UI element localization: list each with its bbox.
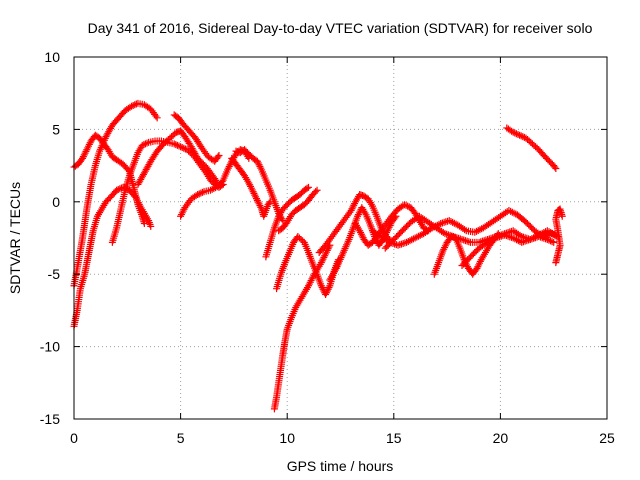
- y-axis-title: SDTVAR / TECUs: [7, 182, 23, 294]
- plus-marker: [140, 220, 148, 228]
- plus-marker: [550, 238, 558, 246]
- y-tick-label: -10: [40, 339, 60, 355]
- plus-marker: [550, 230, 558, 238]
- x-tick-label: 25: [599, 430, 615, 446]
- plus-marker: [552, 164, 560, 172]
- series-track-21: [503, 124, 560, 172]
- series-track-12: [273, 233, 342, 298]
- plus-marker: [138, 141, 146, 149]
- plus-marker: [490, 235, 498, 243]
- plus-marker: [331, 266, 339, 274]
- plus-marker: [548, 238, 556, 246]
- x-tick-label: 0: [70, 430, 78, 446]
- plus-marker: [131, 101, 139, 109]
- plus-marker: [140, 141, 148, 149]
- series-track-8: [228, 154, 274, 220]
- y-tick-label: 0: [52, 194, 60, 210]
- x-tick-label: 10: [279, 430, 295, 446]
- data-points: [70, 99, 566, 413]
- series-track-14: [315, 191, 394, 256]
- x-tick-label: 20: [493, 430, 509, 446]
- plus-marker: [180, 144, 188, 152]
- plus-marker: [178, 144, 186, 151]
- plus-marker: [558, 212, 566, 220]
- plus-marker: [194, 191, 202, 199]
- plus-marker: [265, 199, 273, 207]
- series-track-7: [170, 111, 223, 165]
- plus-marker: [170, 140, 178, 148]
- series-track-22: [552, 205, 566, 267]
- plus-marker: [153, 114, 161, 122]
- plus-marker: [547, 237, 555, 245]
- plus-marker: [461, 226, 469, 234]
- chart-title: Day 341 of 2016, Sidereal Day-to-day VTE…: [88, 20, 593, 36]
- x-tick-label: 15: [386, 430, 402, 446]
- y-tick-label: 10: [44, 49, 60, 65]
- series-track-20: [458, 231, 558, 270]
- plus-marker: [116, 185, 124, 193]
- plus-marker: [197, 189, 205, 197]
- series-track-13: [275, 186, 321, 235]
- plus-marker: [303, 184, 311, 192]
- plus-marker: [312, 188, 320, 196]
- plus-marker: [141, 140, 149, 148]
- plus-marker: [215, 151, 223, 159]
- plus-marker: [128, 102, 136, 110]
- plus-marker: [517, 132, 525, 140]
- y-tick-label: 5: [52, 121, 60, 137]
- plus-marker: [129, 102, 137, 110]
- plus-marker: [214, 153, 222, 161]
- plus-marker: [313, 186, 321, 194]
- series-track-16: [351, 201, 432, 249]
- plus-marker: [173, 141, 181, 149]
- plus-marker: [545, 236, 553, 244]
- plus-marker: [175, 142, 183, 150]
- plus-marker: [172, 141, 180, 149]
- plus-marker: [177, 143, 185, 151]
- plus-marker: [543, 235, 551, 243]
- plus-marker: [198, 188, 206, 196]
- plus-marker: [305, 183, 313, 191]
- plus-marker: [147, 222, 155, 230]
- plus-marker: [514, 130, 522, 138]
- plus-marker: [511, 129, 519, 137]
- plus-marker: [551, 163, 559, 171]
- axis-ticks: [73, 56, 608, 420]
- plus-marker: [404, 202, 412, 210]
- plus-marker: [509, 128, 517, 136]
- plus-marker: [113, 186, 121, 194]
- plus-marker: [143, 139, 151, 147]
- plus-marker: [400, 201, 408, 209]
- series-track-11: [270, 241, 334, 413]
- y-tick-label: -5: [48, 266, 61, 282]
- series-track-10: [262, 183, 313, 261]
- y-tick-label: -15: [40, 411, 60, 427]
- plot-frame: [73, 56, 608, 420]
- plus-marker: [519, 133, 527, 141]
- plus-marker: [512, 130, 520, 138]
- plus-marker: [516, 131, 524, 139]
- plus-marker: [402, 201, 410, 209]
- plus-marker: [195, 190, 203, 198]
- x-axis-title: GPS time / hours: [287, 458, 394, 474]
- x-tick-label: 5: [177, 430, 185, 446]
- plus-marker: [114, 185, 122, 193]
